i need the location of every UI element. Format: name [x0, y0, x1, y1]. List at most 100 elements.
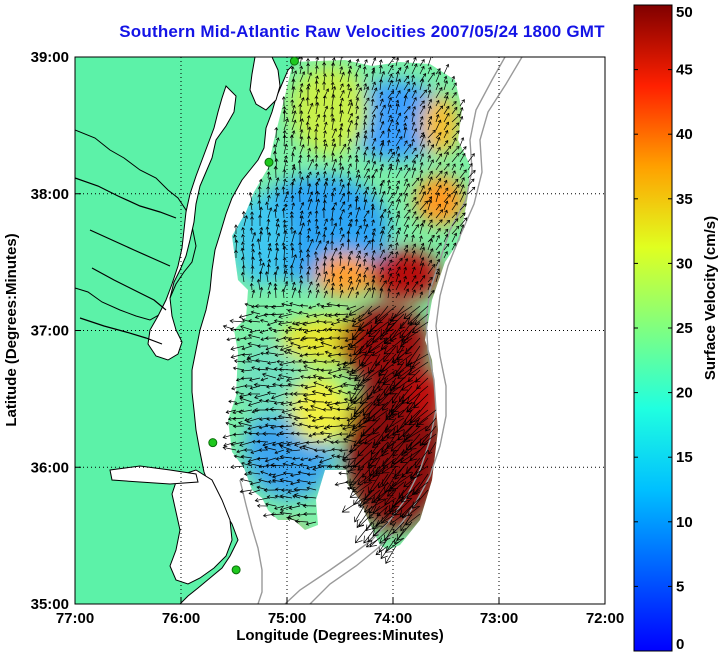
velocity-arrow — [327, 369, 341, 375]
velocity-arrow — [299, 463, 309, 467]
velocity-arrow — [347, 112, 353, 123]
velocity-arrow — [443, 139, 449, 147]
velocity-arrow — [346, 369, 357, 374]
velocity-arrow — [347, 203, 352, 211]
velocity-arrow — [362, 465, 373, 478]
velocity-arrow — [427, 115, 432, 123]
velocity-arrow — [270, 312, 285, 317]
velocity-arrow — [281, 302, 293, 307]
velocity-arrow — [411, 106, 416, 115]
velocity-arrow — [299, 65, 304, 75]
velocity-arrow — [359, 321, 373, 331]
velocity-arrow — [232, 416, 245, 421]
velocity-arrow — [379, 266, 384, 275]
velocity-arrow — [256, 485, 269, 491]
velocity-arrow — [411, 63, 418, 75]
velocity-arrow — [451, 218, 459, 227]
velocity-arrow — [283, 117, 289, 131]
velocity-arrow — [347, 163, 352, 171]
velocity-arrow — [363, 129, 368, 139]
velocity-arrow — [336, 318, 349, 323]
velocity-arrow — [379, 280, 387, 291]
velocity-arrow — [347, 102, 354, 115]
velocity-arrow — [257, 193, 262, 203]
velocity-arrow — [395, 272, 400, 283]
velocity-arrow — [331, 128, 337, 139]
y-tick-label: 39:00 — [31, 49, 69, 66]
velocity-arrow — [362, 66, 367, 75]
velocity-arrow — [379, 230, 385, 243]
velocity-arrow — [290, 66, 295, 75]
velocity-arrow — [339, 178, 344, 187]
velocity-arrow — [293, 487, 309, 492]
velocity-arrow — [387, 210, 391, 219]
velocity-arrow — [347, 138, 352, 147]
velocity-arrow — [275, 247, 280, 259]
velocity-arrow — [355, 87, 362, 99]
velocity-arrow — [368, 321, 389, 337]
velocity-arrow — [298, 231, 302, 243]
velocity-arrow — [323, 320, 333, 325]
velocity-arrow — [403, 244, 409, 251]
velocity-arrow — [331, 138, 336, 147]
velocity-arrow — [244, 417, 253, 422]
velocity-arrow — [291, 110, 297, 123]
velocity-arrow — [331, 94, 336, 107]
velocity-arrow — [371, 186, 376, 195]
velocity-arrow — [279, 505, 293, 512]
velocity-arrow — [258, 398, 269, 403]
velocity-arrow — [315, 257, 320, 267]
velocity-arrow — [268, 472, 277, 477]
velocity-arrow — [347, 286, 354, 299]
velocity-arrow — [354, 73, 359, 83]
velocity-arrow — [435, 68, 441, 75]
velocity-arrow — [419, 200, 429, 211]
velocity-arrow — [331, 202, 337, 211]
velocity-arrow — [330, 257, 335, 267]
velocity-arrow — [275, 432, 285, 437]
velocity-arrow — [248, 377, 261, 382]
velocity-arrow — [378, 377, 389, 392]
velocity-arrow — [419, 246, 426, 259]
velocity-arrow — [380, 537, 397, 560]
velocity-arrow — [274, 256, 279, 267]
velocity-arrow — [359, 497, 373, 508]
velocity-arrow — [327, 353, 341, 358]
velocity-arrow — [396, 329, 413, 354]
velocity-arrow — [374, 305, 397, 324]
velocity-arrow — [273, 208, 278, 219]
velocity-arrow — [284, 329, 293, 334]
velocity-arrow — [331, 222, 338, 235]
velocity-arrow — [347, 343, 357, 347]
velocity-arrow — [241, 318, 253, 323]
velocity-arrow — [323, 290, 328, 299]
velocity-arrow — [451, 152, 460, 163]
velocity-arrow — [232, 424, 245, 429]
velocity-arrow — [443, 194, 451, 203]
velocity-arrow — [387, 166, 393, 179]
velocity-arrow — [314, 128, 318, 139]
velocity-arrow — [300, 375, 309, 379]
velocity-arrow — [273, 283, 278, 291]
x-axis-label: Longitude (Degrees:Minutes) — [236, 627, 444, 644]
velocity-arrow — [354, 521, 373, 544]
velocity-arrow — [299, 303, 309, 308]
velocity-arrow — [435, 219, 443, 227]
velocity-arrow — [363, 497, 389, 513]
velocity-arrow — [411, 280, 419, 291]
velocity-arrow — [435, 250, 441, 259]
velocity-arrow — [339, 345, 349, 350]
velocity-arrow — [311, 417, 325, 423]
velocity-arrow — [305, 97, 310, 107]
velocity-arrow — [403, 75, 409, 83]
velocity-arrow — [411, 177, 420, 187]
velocity-arrow — [267, 391, 277, 395]
velocity-arrow — [275, 337, 285, 342]
velocity-arrow — [411, 259, 416, 267]
velocity-arrow — [222, 445, 237, 451]
velocity-arrow — [427, 196, 432, 203]
velocity-arrow — [315, 171, 320, 179]
velocity-arrow — [314, 181, 320, 195]
velocity-arrow — [299, 222, 305, 235]
